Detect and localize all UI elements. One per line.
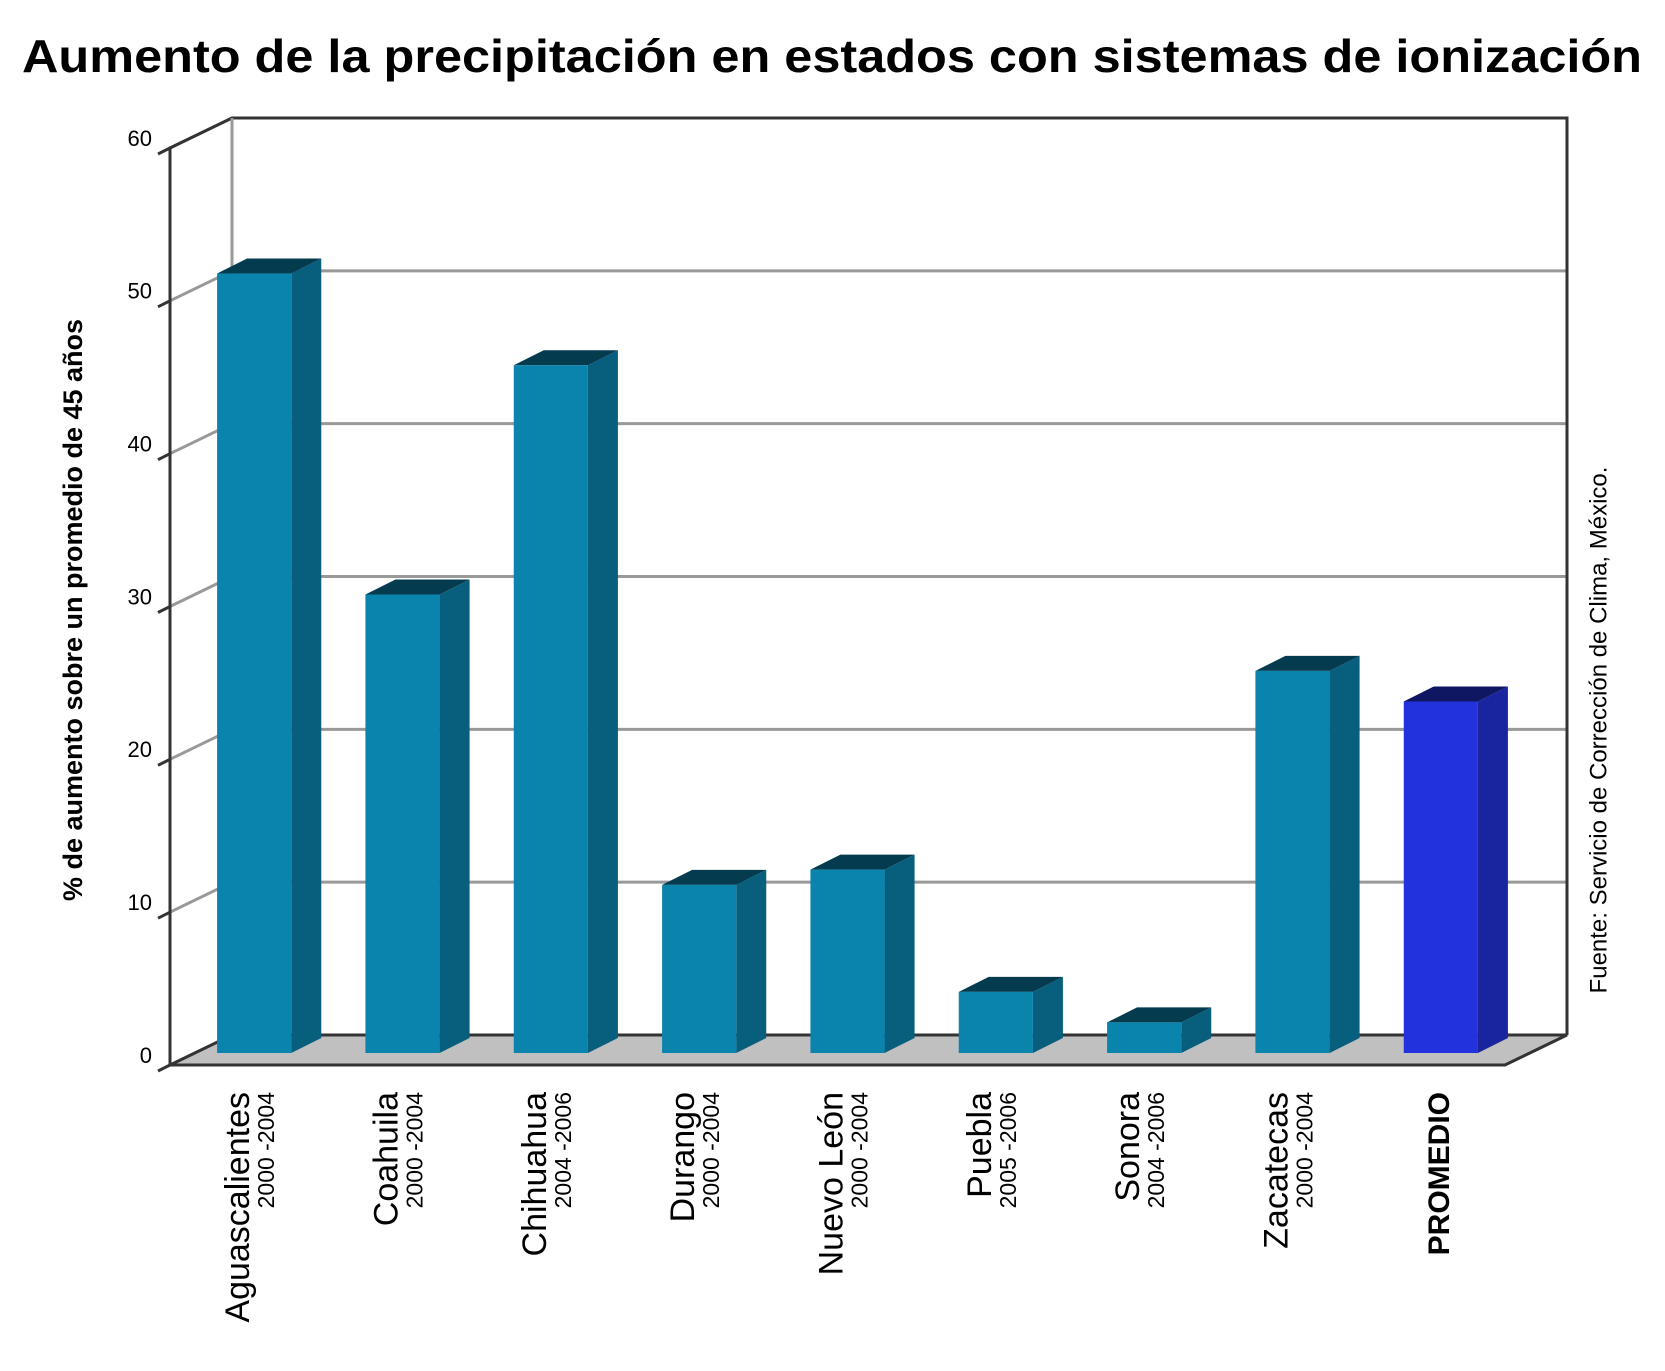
bar-top bbox=[1107, 1007, 1212, 1023]
bar bbox=[958, 991, 1033, 1053]
y-tick-label: 50 bbox=[128, 279, 152, 304]
y-tick-label: 20 bbox=[128, 737, 152, 762]
x-tick-sublabel: 2000 -2004 bbox=[1292, 1092, 1318, 1209]
bar-top bbox=[513, 350, 618, 366]
bar-side bbox=[587, 350, 618, 1053]
source-note: Fuente: Servicio de Corrección de Clima,… bbox=[1585, 467, 1612, 994]
tick-mark bbox=[157, 605, 171, 614]
x-tick-sublabel: 2000 -2004 bbox=[402, 1092, 428, 1209]
x-tick-label: PROMEDIO bbox=[1423, 1092, 1456, 1255]
bar-side bbox=[1181, 1007, 1212, 1053]
bar-side bbox=[1477, 686, 1508, 1053]
tick-mark bbox=[157, 452, 171, 462]
x-tick-sublabel: 2004 -2006 bbox=[550, 1092, 576, 1208]
y-tick-label: 0 bbox=[140, 1043, 152, 1068]
y-tick-label: 30 bbox=[128, 584, 152, 609]
x-tick-sublabel: 2000 -2004 bbox=[253, 1092, 279, 1209]
bar-side bbox=[1329, 655, 1360, 1053]
chart-title: Aumento de la precipitación en estados c… bbox=[22, 30, 1642, 82]
bar bbox=[365, 594, 440, 1053]
x-tick-label: Nuevo León bbox=[812, 1092, 850, 1275]
bar bbox=[1107, 1022, 1182, 1053]
tick-mark bbox=[157, 910, 171, 920]
y-tick-label: 60 bbox=[128, 126, 152, 151]
bar bbox=[1403, 701, 1478, 1053]
tick-mark bbox=[157, 146, 171, 156]
bar-top bbox=[1403, 686, 1508, 702]
bar-top bbox=[365, 579, 470, 595]
x-tick-label: Chihuahua bbox=[516, 1092, 554, 1257]
tick-mark bbox=[157, 299, 171, 309]
bar-top bbox=[810, 854, 915, 870]
x-tick-sublabel: 2004 -2006 bbox=[1143, 1092, 1169, 1208]
x-tick-label: Coahuila bbox=[367, 1092, 405, 1226]
bar bbox=[810, 869, 885, 1053]
x-tick-sublabel: 2005 -2006 bbox=[995, 1092, 1021, 1208]
bar-top bbox=[217, 258, 322, 274]
x-tick-sublabel: 2000 -2004 bbox=[698, 1092, 724, 1209]
bar bbox=[662, 884, 737, 1053]
bar-top bbox=[958, 976, 1063, 992]
x-tick-label: Aguascalientes bbox=[219, 1092, 257, 1323]
x-tick-sublabel: 2000 -2004 bbox=[847, 1092, 873, 1209]
x-tick-label: Puebla bbox=[961, 1092, 999, 1198]
y-axis-title: % de aumento sobre un promedio de 45 año… bbox=[58, 319, 88, 901]
bar-side bbox=[884, 854, 915, 1053]
bar-side bbox=[736, 869, 767, 1053]
tick-mark bbox=[157, 1063, 171, 1073]
y-tick-label: 10 bbox=[128, 890, 152, 915]
bar-side bbox=[439, 579, 470, 1053]
bar-side bbox=[291, 258, 322, 1053]
bar-top bbox=[662, 869, 767, 885]
x-tick-label: Zacatecas bbox=[1257, 1092, 1295, 1249]
y-tick-label: 40 bbox=[128, 431, 152, 456]
x-tick-label: Durango bbox=[664, 1092, 702, 1222]
bar bbox=[217, 273, 292, 1053]
bar-side bbox=[1032, 976, 1063, 1053]
bar-top bbox=[1255, 655, 1360, 671]
x-tick-label: Sonora bbox=[1109, 1092, 1147, 1202]
bar bbox=[513, 365, 588, 1053]
bar bbox=[1255, 670, 1330, 1053]
tick-mark bbox=[157, 757, 171, 767]
